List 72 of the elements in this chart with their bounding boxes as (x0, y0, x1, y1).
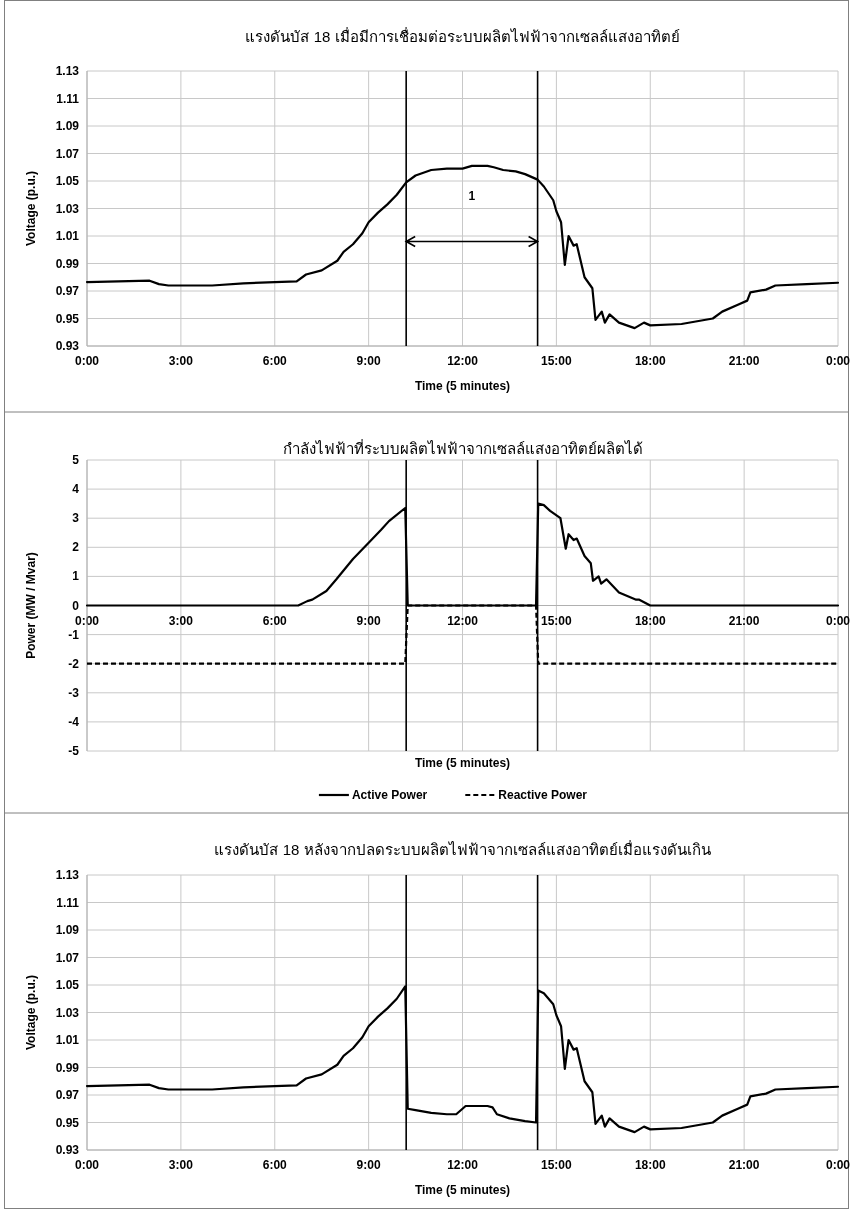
x-tick-label: 12:00 (447, 1158, 479, 1172)
x-axis-title: Time (5 minutes) (414, 379, 511, 393)
y-tick-label: 1.13 (55, 868, 80, 882)
y-tick-label: -1 (68, 627, 80, 642)
y-tick-label: 3 (72, 511, 80, 526)
x-tick-label: 15:00 (541, 613, 573, 628)
x-tick-label: 0:00 (825, 354, 851, 368)
x-tick-label: 15:00 (541, 354, 573, 368)
x-tick-label: 9:00 (356, 1158, 381, 1172)
y-tick-label: 0.95 (55, 311, 80, 326)
x-tick-label: 21:00 (728, 354, 760, 368)
legend-label: Active Power (351, 788, 428, 802)
y-tick-label: 1.13 (55, 64, 80, 78)
y-tick-label: 1.05 (55, 174, 80, 188)
x-axis-title: Time (5 minutes) (414, 1183, 511, 1197)
x-tick-label: 6:00 (262, 613, 288, 628)
y-tick-label: 1.07 (55, 950, 80, 965)
chart-title: แรงดันบัส 18 เมื่อมีการเชื่อมต่อระบบผลิตไฟฟ้าจากเซลล์แสงอาทิตย์ (245, 26, 680, 45)
x-tick-label: 6:00 (262, 354, 288, 368)
x-tick-label: 3:00 (168, 613, 194, 628)
y-tick-label: -3 (68, 685, 80, 700)
y-tick-label: 2 (72, 540, 80, 555)
annotation: 1 (468, 189, 476, 204)
y-tick-label: 1.01 (55, 229, 80, 243)
y-tick-label: 1.11 (56, 895, 80, 910)
chart-title: กำลังไฟฟ้าที่ระบบผลิตไฟฟ้าจากเซลล์แสงอาทิตย์ผลิตได้ (282, 438, 643, 457)
x-tick-label: 0:00 (74, 613, 100, 628)
y-tick-label: 0.99 (55, 1060, 80, 1075)
x-tick-label: 18:00 (634, 354, 666, 368)
x-tick-label: 18:00 (634, 613, 666, 628)
y-tick-label: 0.97 (55, 284, 80, 298)
x-tick-label: 21:00 (728, 1158, 760, 1172)
y-tick-label: 0.93 (55, 1143, 80, 1157)
y-tick-label: 1.11 (56, 91, 80, 106)
x-tick-label: 0:00 (74, 354, 100, 368)
y-tick-label: -2 (68, 656, 80, 671)
y-tick-label: -5 (68, 744, 80, 758)
y-tick-label: 1.01 (55, 1033, 80, 1047)
x-tick-label: 18:00 (634, 1158, 666, 1172)
y-tick-label: 1.07 (55, 146, 80, 161)
x-axis-title: Time (5 minutes) (414, 756, 511, 770)
x-tick-label: 0:00 (74, 1158, 100, 1172)
y-tick-label: 0.97 (55, 1088, 80, 1102)
y-tick-label: 1.05 (55, 978, 80, 992)
x-tick-label: 3:00 (168, 1158, 194, 1172)
y-tick-label: 1.09 (55, 923, 80, 937)
legend-label: Reactive Power (498, 788, 588, 802)
x-tick-label: 15:00 (541, 1158, 573, 1172)
y-axis-title: Power (MW / Mvar) (24, 552, 38, 659)
y-axis-title: Voltage (p.u.) (24, 974, 38, 1051)
x-tick-label: 9:00 (356, 354, 381, 368)
x-tick-label: 9:00 (356, 613, 381, 628)
x-tick-label: 12:00 (447, 613, 479, 628)
y-tick-label: 1.03 (55, 1005, 80, 1020)
y-tick-label: 4 (72, 482, 80, 497)
chart-title: แรงดันบัส 18 หลังจากปลดระบบผลิตไฟฟ้าจากเซลล์แสงอาทิตย์เมื่อแรงดันเกิน (214, 839, 711, 858)
x-tick-label: 6:00 (262, 1158, 288, 1172)
y-tick-label: 1.09 (55, 119, 80, 133)
y-tick-label: 1 (72, 569, 80, 584)
y-tick-label: -4 (68, 714, 80, 729)
y-tick-label: 0.99 (55, 256, 80, 271)
y-tick-label: 0.93 (55, 339, 80, 353)
y-tick-label: 5 (72, 453, 80, 467)
x-tick-label: 21:00 (728, 613, 760, 628)
x-tick-label: 3:00 (168, 354, 194, 368)
x-tick-label: 0:00 (825, 613, 851, 628)
y-tick-label: 1.03 (55, 201, 80, 216)
y-tick-label: 0.95 (55, 1115, 80, 1130)
x-tick-label: 0:00 (825, 1158, 851, 1172)
y-axis-title: Voltage (p.u.) (24, 170, 38, 247)
x-tick-label: 12:00 (447, 354, 479, 368)
y-tick-label: 0 (72, 598, 80, 613)
